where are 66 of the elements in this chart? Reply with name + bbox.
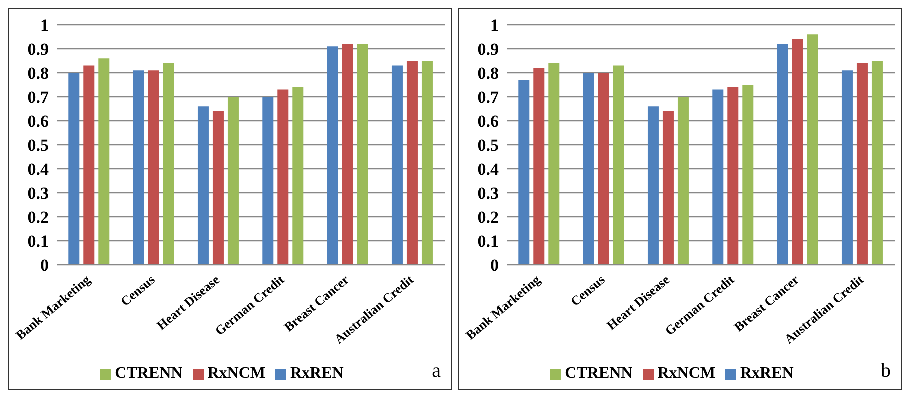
bar [598,73,610,265]
y-tick-label: 1 [490,16,499,36]
bar [534,68,545,265]
bar [856,63,868,265]
bar [648,106,659,265]
bar [406,61,418,265]
bar [613,66,624,265]
legend-label: RxNCM [208,365,266,382]
bar [728,87,739,265]
bar [662,111,674,265]
bar [212,111,224,265]
y-tick-label: 0.6 [28,112,49,132]
text: b [881,360,891,383]
y-tick-label: 0.8 [478,64,499,84]
bar [327,46,338,265]
y-tick-label: 0.1 [478,232,499,252]
y-tick-label: 0.3 [478,184,499,204]
bar [342,44,354,265]
bar [292,87,304,265]
legend-label: RxNCM [658,365,716,382]
bar [262,97,274,265]
y-tick-label: 0.7 [478,88,500,108]
bar [807,34,818,265]
legend-label: CTRENN [565,365,633,382]
bar [392,66,403,265]
y-tick-label: 0.9 [478,40,499,60]
y-tick-label: 0.5 [478,136,499,156]
bar [518,80,530,265]
y-tick-label: 0 [40,256,49,276]
y-tick-label: 0.5 [28,136,49,156]
bar [842,70,853,265]
bar [357,44,368,265]
y-tick-label: 0 [490,256,499,276]
y-tick-label: 0.9 [28,40,49,60]
bar [228,97,239,265]
y-tick-label: 0.2 [28,208,49,228]
y-tick-label: 0.3 [28,184,49,204]
legend-label: RxREN [740,365,794,382]
bar [163,63,174,265]
y-tick-label: 0.4 [28,160,50,180]
legend-label: RxREN [290,365,344,382]
y-tick-label: 1 [40,16,49,36]
bar [84,66,95,265]
bar [777,44,788,265]
bar [278,90,289,265]
bar [422,61,433,265]
y-tick-label: 0.4 [478,160,500,180]
bar [148,70,160,265]
bar [98,58,110,265]
bar [712,90,724,265]
bar [548,63,560,265]
legend-label: CTRENN [115,365,183,382]
y-tick-label: 0.2 [478,208,499,228]
bar [792,39,804,265]
bar [583,73,594,265]
bar [68,73,80,265]
y-tick-label: 0.8 [28,64,49,84]
bar [678,97,689,265]
bar [133,70,144,265]
y-tick-label: 0.1 [28,232,49,252]
bar [742,85,754,265]
y-tick-label: 0.6 [478,112,499,132]
text: a [432,360,441,383]
bar [872,61,883,265]
y-tick-label: 0.7 [28,88,50,108]
bar [198,106,209,265]
